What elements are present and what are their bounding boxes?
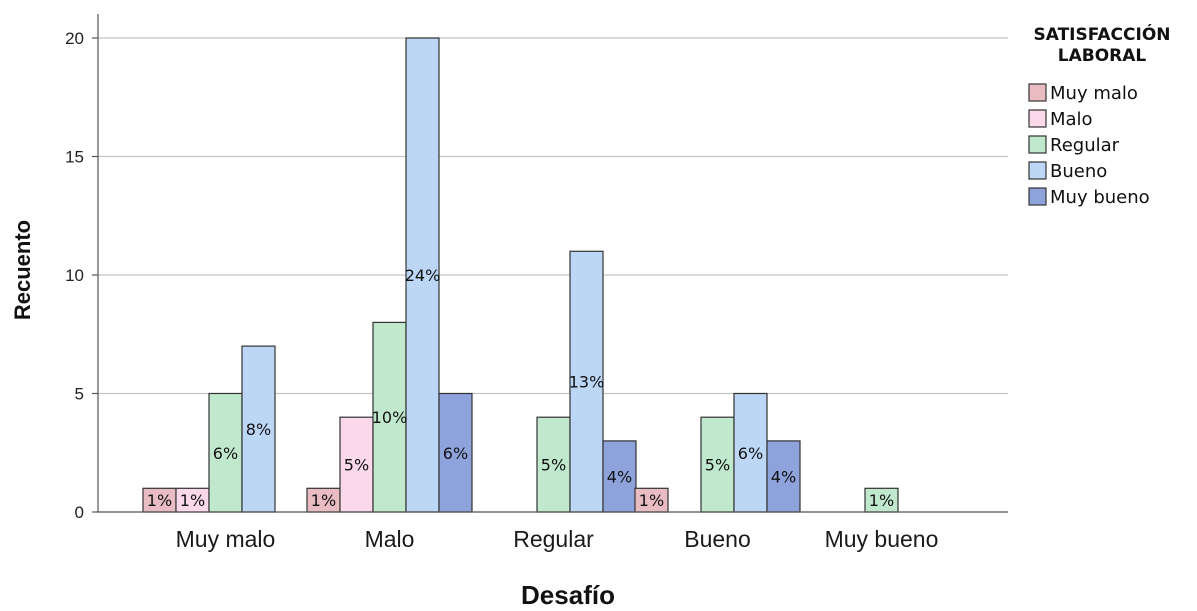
bar-data-label: 24%: [405, 266, 441, 285]
bar-data-label: 6%: [738, 444, 763, 463]
legend: SATISFACCIÓN LABORAL Muy malo Malo Regular…: [1028, 23, 1171, 208]
bar-data-label: 1%: [639, 491, 664, 510]
y-tick-label: 0: [75, 503, 84, 522]
x-tick-label: Bueno: [684, 526, 751, 552]
bar: [700, 416, 735, 513]
legend-label: Bueno: [1050, 161, 1107, 182]
legend-swatch: [1028, 187, 1047, 206]
legend-label: Muy bueno: [1050, 187, 1150, 208]
x-axis-title: Desafío: [521, 580, 615, 610]
bar-data-label: 5%: [344, 456, 369, 475]
legend-label: Malo: [1050, 109, 1093, 130]
legend-title-line-2: LABORAL: [1058, 46, 1147, 66]
y-ticks: 0 5 10 15 20: [65, 29, 98, 522]
bar-data-label: 1%: [869, 491, 894, 510]
bar-data-label: 1%: [180, 491, 205, 510]
bar: [241, 345, 276, 513]
bar: [733, 392, 768, 513]
y-tick-label: 5: [75, 385, 84, 404]
bar: [766, 440, 801, 513]
legend-items: Muy malo Malo Regular Bueno Muy bueno: [1028, 83, 1150, 208]
grid: [98, 37, 1008, 395]
bar-data-label: 6%: [213, 444, 238, 463]
legend-swatch: [1028, 135, 1047, 154]
x-tick-label: Regular: [513, 526, 594, 552]
x-tick-label: Malo: [365, 526, 415, 552]
bar-data-label: 1%: [147, 491, 172, 510]
bar: [405, 37, 440, 513]
bar: [339, 416, 374, 513]
legend-swatch: [1028, 83, 1047, 102]
bar-data-label: 4%: [607, 467, 632, 486]
bar-data-label: 13%: [569, 373, 605, 392]
legend-label: Muy malo: [1050, 83, 1138, 104]
bar-data-label: 4%: [771, 467, 796, 486]
legend-label: Regular: [1050, 135, 1120, 156]
legend-swatch: [1028, 109, 1047, 128]
legend-swatch: [1028, 161, 1047, 180]
bars: [142, 37, 899, 513]
bar: [602, 440, 637, 513]
bar-data-label: 10%: [372, 408, 408, 427]
bar-data-label: 8%: [246, 420, 271, 439]
bar: [569, 250, 604, 513]
x-tick-label: Muy bueno: [825, 526, 939, 552]
bar: [536, 416, 571, 513]
bar-data-label: 5%: [705, 456, 730, 475]
y-tick-label: 20: [65, 29, 84, 48]
y-tick-label: 15: [65, 148, 84, 167]
bar-data-label: 1%: [311, 491, 336, 510]
bar-data-label: 6%: [443, 444, 468, 463]
bar-labels: 1% 1% 6% 8% 1% 5% 10% 24% 6% 5% 13% 4% 1% 5% 6% 4% 1%: [147, 266, 894, 510]
y-axis-title: Recuento: [10, 220, 35, 320]
x-tick-label: Muy malo: [176, 526, 276, 552]
x-tick-labels: Muy malo Malo Regular Bueno Muy bueno: [176, 526, 939, 552]
y-tick-label: 10: [65, 266, 84, 285]
bar-data-label: 5%: [541, 456, 566, 475]
legend-title-line-1: SATISFACCIÓN: [1033, 23, 1170, 45]
